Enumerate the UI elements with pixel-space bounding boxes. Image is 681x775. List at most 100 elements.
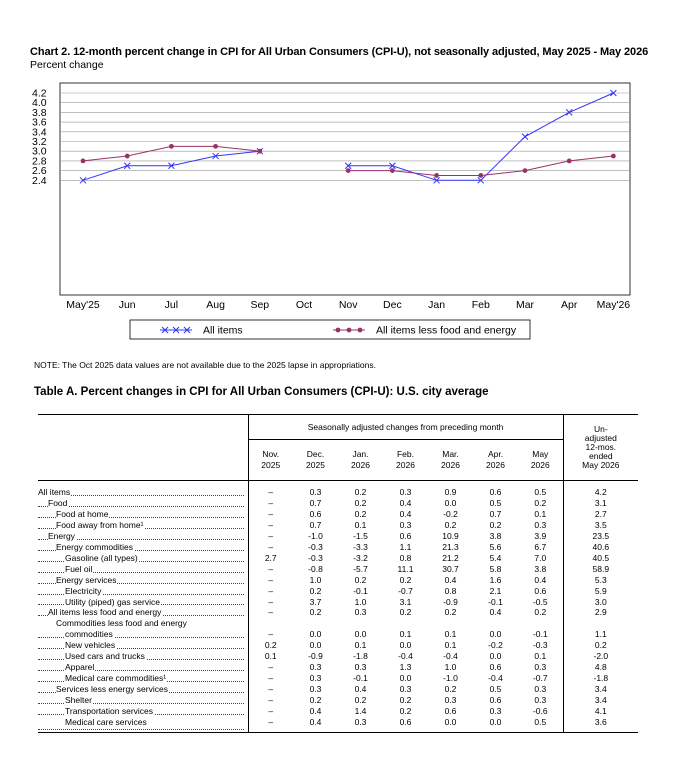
y-tick-label: 4.0 — [32, 97, 47, 109]
column-header-line: Nov. — [262, 449, 280, 459]
dot-leader — [38, 582, 244, 584]
unadjusted-value-cell: 5.3 — [562, 574, 639, 586]
row-label-cell: Energy commodities — [38, 541, 248, 553]
value-cell: 0.3 — [399, 519, 412, 530]
column-header-line: Apr. — [487, 449, 504, 459]
value-cell: 0.2 — [444, 607, 457, 618]
value-cell: 3.9 — [534, 530, 547, 541]
value-cell: 1.6 — [489, 574, 502, 585]
value-cell: 0.6 — [444, 706, 457, 717]
value-cell: -0.9 — [443, 596, 458, 607]
value-cell: -0.2 — [443, 508, 458, 519]
value-cell: 0.1 — [247, 651, 293, 663]
value-cell: 0.3 — [489, 706, 502, 717]
value-cell: 0.0 — [309, 629, 322, 640]
data-point — [346, 327, 352, 333]
value-cell: – — [247, 508, 293, 520]
unadjusted-value-cell: -2.0 — [562, 651, 639, 663]
row-label-cell: Shelter — [38, 695, 248, 706]
y-tick-label: 4.2 — [32, 88, 47, 100]
row-label: Medical care commodities¹ — [65, 673, 168, 684]
value-cell: 0.3 — [399, 487, 412, 497]
value-cell: 0.2 — [399, 706, 412, 717]
row-label-cell: Energy services — [38, 574, 248, 586]
value-cell: 30.7 — [442, 563, 459, 574]
value-cell: 0.2 — [354, 487, 367, 497]
unadjusted-value-cell: 1.1 — [562, 629, 639, 641]
unadjusted-value-cell: 0.2 — [562, 640, 639, 652]
data-point — [566, 158, 572, 164]
value-cell: 0.0 — [489, 629, 502, 640]
value-cell: 0.2 — [309, 585, 322, 596]
column-header-line: 2025 — [261, 460, 281, 470]
column-header: May 2026 — [518, 439, 564, 481]
dot-leader — [38, 538, 244, 540]
value-cell: – — [247, 497, 293, 509]
unadjusted-value-cell: 3.6 — [562, 717, 639, 733]
data-point — [478, 173, 484, 178]
column-header-line: Jan. — [352, 449, 369, 459]
value-cell: 0.3 — [399, 684, 412, 695]
data-point — [345, 168, 351, 174]
value-cell: 0.3 — [309, 684, 322, 695]
row-label-cell: Gasoline (all types) — [38, 552, 248, 564]
table-row: Energy – -1.0 -1.5 0.6 10.9 3.8 3.9 23.5 — [38, 530, 639, 542]
value-cell: 0.0 — [428, 717, 473, 733]
row-label: Medical care services — [65, 717, 148, 728]
unadjusted-value-cell: 23.5 — [562, 530, 639, 542]
value-cell: 0.5 — [489, 497, 502, 508]
unadjusted-header-line: adjusted — [584, 433, 617, 443]
x-tick-label: May'25 — [66, 299, 100, 311]
value-cell: 0.6 — [383, 717, 428, 733]
table-row: Commodities less food and energy — [38, 618, 639, 630]
unadjusted-header-line: ended — [589, 451, 613, 461]
table-row: Electricity – 0.2 -0.1 -0.7 0.8 2.1 0.6 5.9 — [38, 585, 639, 597]
value-cell: 0.0 — [399, 640, 412, 651]
y-tick-label: 3.0 — [32, 146, 47, 158]
unadjusted-value-cell: 40.5 — [562, 552, 639, 564]
column-header-line: 2026 — [396, 460, 415, 470]
data-point — [611, 153, 616, 159]
row-label: Fuel oil — [65, 563, 94, 574]
table-row: Apparel – 0.3 0.3 1.3 1.0 0.6 0.3 4.8 — [38, 662, 639, 674]
y-tick-label: 3.8 — [32, 107, 47, 119]
value-cell: 0.4 — [309, 706, 322, 717]
value-cell: -0.3 — [308, 552, 323, 563]
table-title: Table A. Percent changes in CPI for All … — [34, 386, 489, 398]
x-tick-label: Jul — [165, 299, 178, 311]
column-header: Jan. 2026 — [338, 439, 383, 481]
value-cell: 3.7 — [309, 596, 322, 607]
value-cell: 0.1 — [534, 508, 547, 519]
value-cell: – — [247, 596, 293, 608]
value-cell: 7.0 — [534, 552, 547, 563]
data-point — [335, 327, 341, 333]
row-label-cell: Commodities less food and energy — [38, 618, 248, 629]
value-cell: -0.9 — [308, 651, 323, 662]
data-point — [565, 109, 573, 116]
row-label: Food — [48, 497, 69, 508]
dot-leader — [38, 560, 244, 562]
row-label: Energy services — [56, 574, 118, 585]
value-cell: 0.1 — [354, 519, 367, 530]
value-cell: 0.4 — [399, 508, 412, 519]
unadjusted-header-line: 12-mos. — [585, 442, 617, 452]
value-cell: 0.2 — [247, 640, 293, 652]
row-label: Apparel — [65, 662, 96, 673]
column-header-line: Mar. — [442, 449, 459, 459]
row-label-cell: Services less energy services — [38, 684, 248, 695]
value-cell: – — [247, 519, 293, 531]
grid-lines — [60, 92, 630, 181]
data-point — [213, 143, 219, 149]
value-cell: – — [247, 585, 293, 597]
value-cell: -0.1 — [353, 673, 368, 684]
value-cell: 0.6 — [489, 695, 502, 706]
dot-leader — [38, 494, 244, 496]
table-group-header: Seasonally adjusted changes from precedi… — [247, 414, 564, 440]
value-cell: 1.0 — [354, 596, 367, 607]
value-cell: -0.4 — [488, 673, 503, 684]
row-label: commodities — [65, 629, 114, 640]
value-cell: -5.7 — [353, 563, 368, 574]
value-cell: 0.3 — [338, 717, 383, 733]
value-cell — [383, 618, 428, 629]
data-point — [168, 162, 175, 170]
